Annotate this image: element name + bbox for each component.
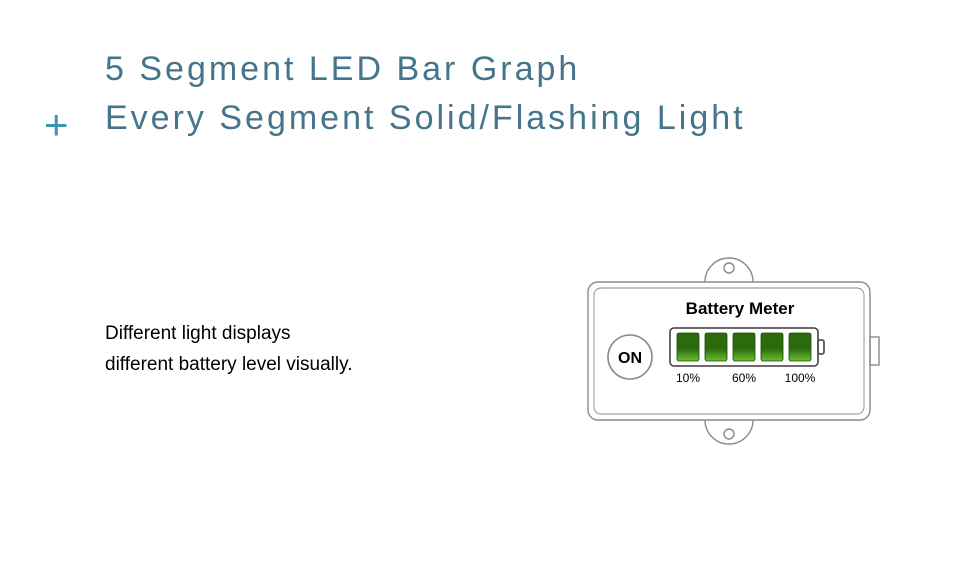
- description: Different light displays different batte…: [105, 318, 352, 381]
- headline-line1: 5 Segment LED Bar Graph: [105, 50, 746, 89]
- svg-text:ON: ON: [618, 350, 642, 367]
- battery-meter-diagram: ON Battery Meter 10% 60% 100%: [560, 246, 890, 456]
- svg-text:10%: 10%: [676, 371, 700, 385]
- svg-text:Battery Meter: Battery Meter: [686, 299, 795, 318]
- plus-icon: +: [44, 104, 69, 146]
- description-line1: Different light displays: [105, 318, 352, 349]
- headline-line2: Every Segment Solid/Flashing Light: [105, 99, 746, 138]
- svg-text:100%: 100%: [785, 371, 816, 385]
- svg-text:60%: 60%: [732, 371, 756, 385]
- description-line2: different battery level visually.: [105, 349, 352, 380]
- headline: 5 Segment LED Bar Graph Every Segment So…: [105, 50, 746, 148]
